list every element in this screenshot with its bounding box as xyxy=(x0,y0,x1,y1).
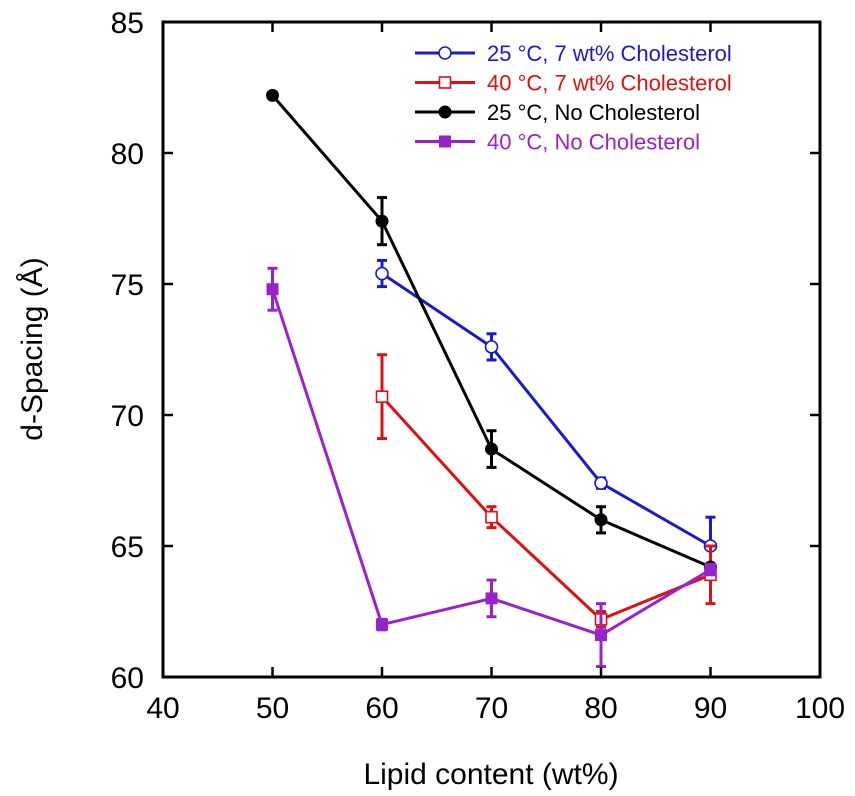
data-point xyxy=(704,563,717,576)
series-2 xyxy=(375,353,717,629)
legend-label: 40 °C, 7 wt% Cholesterol xyxy=(487,71,732,96)
x-tick-label: 60 xyxy=(365,692,398,725)
legend-marker xyxy=(438,105,452,119)
series-3 xyxy=(266,88,717,574)
x-tick-label: 50 xyxy=(256,692,289,725)
data-point xyxy=(375,390,389,403)
y-tick-label: 85 xyxy=(111,7,144,40)
legend-marker xyxy=(438,76,452,89)
legend-item-2: 40 °C, 7 wt% Cholesterol xyxy=(415,71,732,96)
series-line xyxy=(271,94,712,569)
y-tick-label: 65 xyxy=(111,531,144,564)
y-axis-label: d-Spacing (Å) xyxy=(16,257,49,440)
series-layer xyxy=(266,88,718,669)
legend-label: 40 °C, No Cholesterol xyxy=(487,130,700,155)
data-point xyxy=(485,510,498,524)
series-line xyxy=(381,272,712,548)
legend-marker xyxy=(439,135,451,148)
data-point xyxy=(594,513,608,527)
legend-item-1: 25 °C, 7 wt% Cholesterol xyxy=(415,41,732,66)
x-axis-label: Lipid content (wt%) xyxy=(363,758,618,791)
data-point xyxy=(594,476,608,490)
axes-layer: 40 50 60 70 80 90 100 60 65 70 75 80 85 xyxy=(111,7,845,725)
legend-label: 25 °C, 7 wt% Cholesterol xyxy=(487,41,732,66)
legend-label: 25 °C, No Cholesterol xyxy=(487,100,700,125)
series-line xyxy=(380,395,712,621)
x-tick-label: 90 xyxy=(694,692,727,725)
data-point xyxy=(375,214,389,228)
data-point xyxy=(485,442,498,456)
x-tick-label: 80 xyxy=(584,692,617,725)
data-point xyxy=(595,629,607,642)
data-point xyxy=(375,266,389,281)
series-1 xyxy=(375,258,718,577)
legend-item-4: 40 °C, No Cholesterol xyxy=(415,130,700,155)
y-tick-label: 75 xyxy=(111,269,144,302)
data-point xyxy=(485,592,498,605)
data-point xyxy=(266,283,279,296)
legend-item-3: 25 °C, No Cholesterol xyxy=(415,100,700,125)
x-tick-label: 40 xyxy=(146,692,179,725)
y-tick-label: 80 xyxy=(111,138,144,171)
legend-marker xyxy=(438,46,452,60)
series-4 xyxy=(266,266,717,669)
y-tick-label: 60 xyxy=(111,662,144,695)
data-point xyxy=(484,340,499,354)
legend: 25 °C, 7 wt% Cholesterol 40 °C, 7 wt% Cho… xyxy=(415,41,732,155)
y-tick-label: 70 xyxy=(111,400,144,433)
data-point xyxy=(266,88,279,102)
x-tick-label: 100 xyxy=(795,692,845,725)
x-tick-label: 70 xyxy=(475,692,508,725)
data-point xyxy=(376,618,388,631)
